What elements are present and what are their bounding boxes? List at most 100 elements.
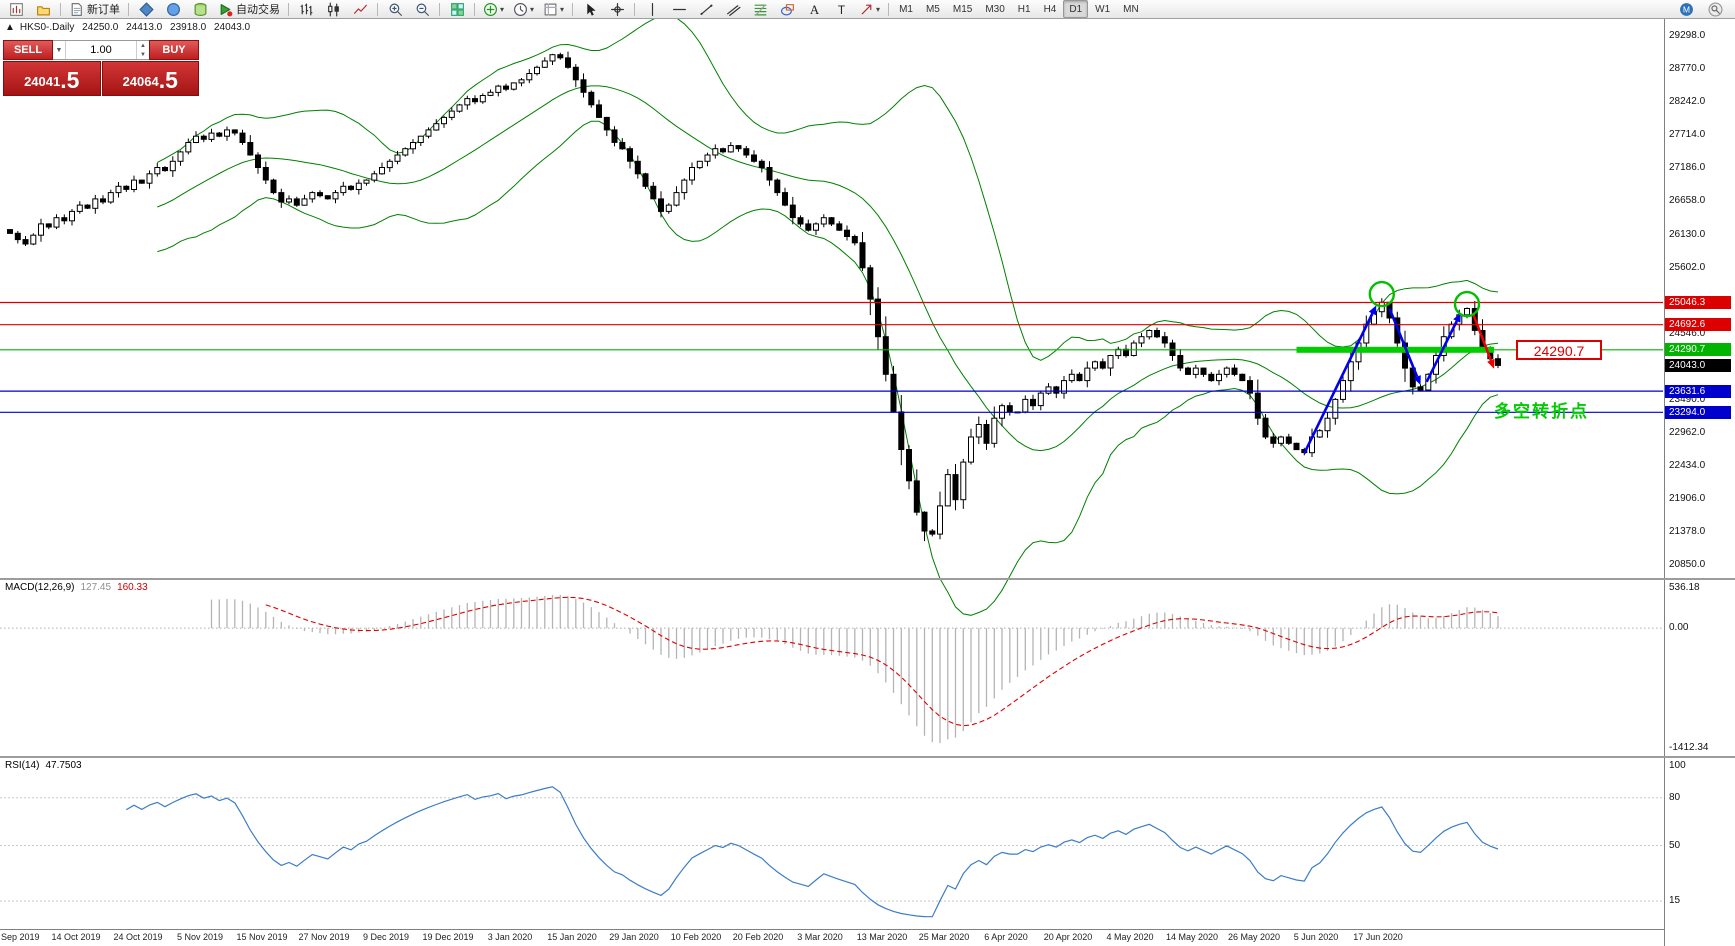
chart-profiles-icon — [36, 5, 50, 15]
main-chart-area[interactable] — [0, 19, 1664, 578]
toolbar-right-group: M — [1673, 0, 1732, 19]
toolbar-vline-button[interactable] — [639, 0, 665, 19]
caret-down-icon[interactable]: ▾ — [500, 4, 505, 14]
buy-price-button[interactable]: 24064.5 — [101, 61, 199, 96]
ohlc-open: 24250.0 — [82, 22, 119, 33]
hline-icon — [672, 8, 686, 10]
toolbar-new-order-button[interactable]: 新订单 — [65, 0, 124, 19]
sell-button[interactable]: SELL — [3, 40, 53, 60]
spin-down-icon[interactable]: ▼ — [140, 51, 146, 58]
svg-text:A: A — [809, 2, 819, 16]
toolbar-separator — [634, 2, 636, 16]
candlestick-chart-icon — [327, 1, 339, 17]
mql5-orb-icon: M — [1679, 2, 1693, 16]
timeframe-H4-button[interactable]: H4 — [1043, 3, 1057, 15]
toolbar-line-chart-button[interactable] — [347, 0, 373, 19]
caret-down-icon[interactable]: ▾ — [560, 4, 565, 14]
search-orb-icon — [1707, 1, 1723, 17]
toolbar-tile-windows-button[interactable] — [444, 0, 470, 19]
toolbar-strategy-orb-button[interactable] — [160, 0, 186, 19]
ohlc-low: 23918.0 — [170, 22, 207, 33]
symbol-period-label: HKS0-.Daily — [19, 22, 75, 33]
ohlc-high: 24413.0 — [126, 22, 163, 33]
timeframe-M1-button[interactable]: M1 — [899, 3, 913, 15]
strategy-orb-icon — [166, 2, 180, 16]
collapse-panel-icon[interactable]: ▲ — [5, 22, 15, 33]
toolbar-separator — [128, 2, 129, 16]
timeframe-M15-button[interactable]: M15 — [952, 3, 973, 15]
caret-down-icon[interactable]: ▾ — [876, 4, 881, 14]
toolbar-new-chart-button[interactable] — [3, 0, 29, 19]
toolbar-indicators-button[interactable]: ▾ — [479, 0, 508, 19]
timeframe-M5-button[interactable]: M5 — [925, 3, 940, 15]
toolbar-separator — [288, 2, 289, 16]
toolbar-templates-button[interactable]: ▾ — [539, 0, 568, 19]
new-chart-icon — [9, 2, 23, 16]
toolbar-bars-chart-button[interactable] — [293, 0, 319, 19]
caret-down-icon[interactable]: ▾ — [530, 4, 535, 14]
timeframe-D1-button[interactable]: D1 — [1063, 0, 1089, 18]
tile-windows-icon — [450, 2, 464, 16]
channel-icon — [726, 4, 741, 16]
macd-main-value: 127.45 — [80, 582, 112, 593]
toolbar-separator — [888, 2, 890, 16]
timeframe-W1-button[interactable]: W1 — [1095, 3, 1111, 15]
toolbar-history-cylinder-button[interactable] — [187, 0, 213, 19]
macd-signal-value: 160.33 — [117, 582, 148, 593]
svg-text:M: M — [1682, 4, 1689, 14]
chart-ohlc-readout: ▲ HKS0-.Daily 24250.0 24413.0 23918.0 240… — [5, 22, 255, 33]
toolbar-text-label-button[interactable]: T — [828, 0, 854, 19]
panel-splitter-rsi[interactable] — [0, 756, 1735, 758]
zoom-in-icon — [389, 3, 402, 16]
toolbar-cursor-button[interactable] — [577, 0, 603, 19]
macd-header: MACD(12,26,9) 127.45 160.33 — [5, 582, 148, 593]
volume-spinner[interactable]: ▲ ▼ — [136, 41, 149, 59]
sell-price-big-digit: .5 — [60, 67, 80, 93]
toolbar-candlestick-chart-button[interactable] — [320, 0, 346, 19]
toolbar-separator — [60, 2, 61, 16]
arrows-icon — [861, 4, 872, 14]
toolbar-fibonacci-button[interactable] — [747, 0, 773, 19]
templates-icon — [544, 3, 557, 15]
toolbar: 新订单 自动交易 ▾ ▾ ▾ A T ▾ M1 M5 M15 M30 H1 H4 D1 W1 MN M — [0, 0, 1735, 19]
toolbar-mql5-orb-button[interactable]: M — [1673, 0, 1699, 19]
toolbar-periods-button[interactable]: ▾ — [509, 0, 538, 19]
price-annotation-label[interactable]: 24290.7 — [1516, 339, 1602, 360]
panel-splitter-macd[interactable] — [0, 578, 1735, 580]
toolbar-autotrade-button[interactable]: 自动交易 — [214, 0, 284, 19]
buy-price-base: 24064 — [122, 74, 159, 89]
toolbar-trendline-button[interactable] — [693, 0, 719, 19]
text-label-icon: T — [837, 3, 844, 16]
buy-button[interactable]: BUY — [149, 40, 199, 60]
toolbar-channel-button[interactable] — [720, 0, 746, 19]
rsi-value: 47.7503 — [45, 760, 82, 771]
timeframe-M30-button[interactable]: M30 — [985, 3, 1005, 15]
autotrade-icon — [220, 3, 233, 16]
timeframe-MN-button[interactable]: MN — [1123, 3, 1139, 15]
date-axis[interactable] — [0, 929, 1664, 946]
toolbar-chart-profiles-button[interactable] — [30, 0, 56, 19]
price-scale[interactable] — [1664, 19, 1735, 946]
volume-dropdown-icon[interactable]: ▼ — [53, 41, 66, 59]
toolbar-search-orb-button[interactable] — [1702, 0, 1728, 19]
toolbar-text-button[interactable]: A — [801, 0, 827, 19]
bars-chart-icon — [300, 3, 312, 15]
volume-input[interactable] — [66, 41, 136, 59]
sell-price-button[interactable]: 24041.5 — [3, 61, 101, 96]
timeframe-H1-button[interactable]: H1 — [1017, 3, 1031, 15]
turning-point-annotation[interactable]: 多空转折点 — [1494, 402, 1589, 422]
toolbar-mq-diamond-button[interactable] — [133, 0, 159, 19]
toolbar-arrows-button[interactable]: ▾ — [855, 0, 884, 19]
toolbar-crosshair-button[interactable] — [604, 0, 630, 19]
toolbar-zoom-out-button[interactable] — [409, 0, 435, 19]
toolbar-shapes-button[interactable] — [774, 0, 800, 19]
toolbar-separator — [572, 2, 574, 16]
toolbar-zoom-in-button[interactable] — [382, 0, 408, 19]
svg-text:T: T — [837, 3, 844, 16]
one-click-trading-panel: SELL ▼ ▲▼ BUY 24041.5 24064.5 — [3, 40, 199, 96]
text-icon: A — [809, 2, 819, 16]
spin-up-icon[interactable]: ▲ — [140, 42, 146, 49]
toolbar-hline-button[interactable] — [666, 0, 692, 19]
rsi-header: RSI(14) 47.7503 — [5, 760, 82, 771]
